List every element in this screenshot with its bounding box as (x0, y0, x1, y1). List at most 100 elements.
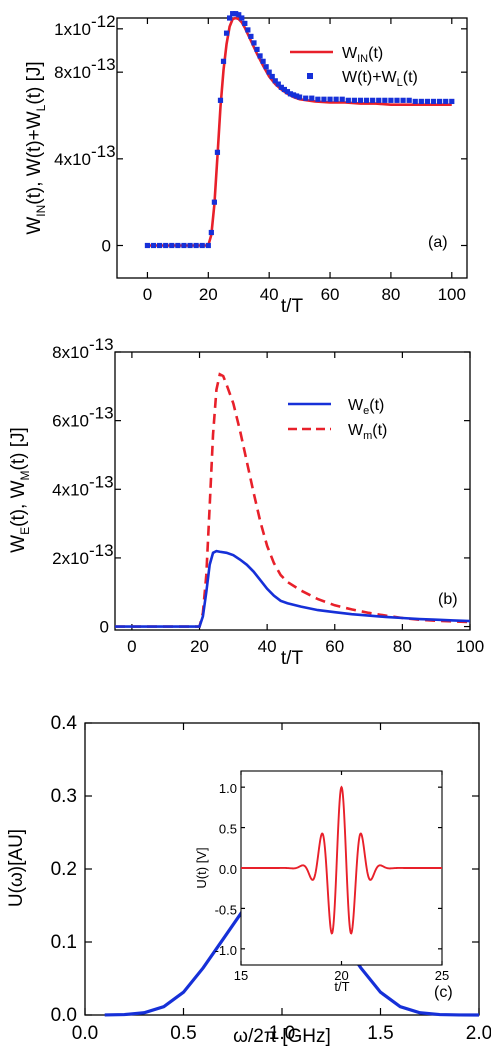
x-tick-label: 2.0 (466, 1023, 491, 1044)
y-tick-exponent: -13 (91, 142, 116, 161)
y-tick-label: 4x10 (52, 480, 89, 499)
data-point-w-sum (251, 40, 257, 46)
x-tick-label: 80 (393, 637, 412, 656)
data-point-w-sum (281, 86, 287, 93)
data-point-w-sum (290, 92, 297, 98)
data-point-w-sum (370, 97, 376, 103)
data-point-w-sum (394, 97, 400, 103)
data-point-w-sum (333, 96, 339, 102)
panel-b-ylabel: WE(t), WM(t) [J] (8, 427, 32, 553)
x-tick-label: 25 (435, 968, 449, 983)
data-point-w-sum (406, 97, 412, 103)
data-point-w-sum (297, 94, 303, 100)
data-point-w-sum (400, 97, 406, 103)
data-point-w-sum (266, 69, 272, 75)
y-tick-label: 0.2 (51, 859, 77, 880)
y-tick-label: -1.0 (215, 943, 237, 958)
x-tick-label: 0 (127, 637, 136, 656)
data-point-w-sum (233, 11, 239, 17)
data-point-w-sum (175, 242, 181, 249)
x-tick-label: 15 (234, 968, 248, 983)
data-point-w-sum (357, 97, 364, 103)
data-point-w-sum (254, 46, 260, 53)
data-point-w-sum (260, 58, 266, 64)
y-tick-label: -0.5 (215, 902, 237, 917)
y-tick-label: 8x10 (52, 343, 89, 362)
data-point-w-sum (284, 89, 291, 95)
legend-label-w-sum: W(t)+WL(t) (342, 69, 418, 89)
panel-c-inset: 15 20 25 -1.0 -0.5 0.0 0.5 1.0 t/T U(t) [V] (194, 770, 449, 994)
panel-a-xlabel: t/T (281, 296, 304, 317)
panel-a-marks (144, 11, 455, 249)
data-point-w-sum (339, 96, 345, 102)
x-tick-label: 100 (456, 637, 484, 656)
x-tick-label: 1.0 (269, 1023, 295, 1044)
data-point-w-sum (187, 242, 193, 249)
panel-c-label: (c) (434, 984, 453, 1001)
series-line-wm (115, 372, 471, 628)
panel-c-ticks: 0.0 0.5 1.0 1.5 2.0 0.0 0.1 0.2 0.3 0.4 (51, 713, 491, 1044)
legend-marker-w-sum (307, 73, 313, 79)
y-tick-label: 0 (100, 618, 109, 637)
x-tick-label: 60 (321, 285, 340, 304)
x-tick-label: 20 (190, 637, 209, 656)
data-point-w-sum (293, 93, 300, 99)
data-point-w-sum (449, 98, 455, 105)
panel-a-legend: WIN(t) W(t)+WL(t) (290, 45, 418, 89)
data-point-w-sum (163, 242, 169, 249)
data-point-w-sum (230, 11, 236, 17)
data-point-w-sum (382, 97, 388, 103)
data-point-w-sum (144, 242, 151, 249)
panel-c-xlabel: ω/2π [GHz] (233, 1026, 331, 1047)
data-point-w-sum (412, 98, 418, 105)
data-point-w-sum (363, 97, 370, 103)
panel-a-ylabel: WIN(t), W(t)+WL(t) [J] (24, 61, 48, 234)
y-tick-exponent: -13 (89, 404, 114, 423)
data-point-w-sum (211, 199, 217, 205)
x-tick-label: 0.0 (72, 1023, 98, 1044)
panel-c: 0.0 0.5 1.0 1.5 2.0 0.0 0.1 0.2 0.3 0.4 ω/2π [GHz… (6, 713, 491, 1047)
data-point-w-sum (388, 97, 394, 103)
data-point-w-sum (242, 20, 248, 27)
data-point-w-sum (272, 78, 278, 84)
y-tick-label: 0.3 (51, 786, 77, 807)
x-tick-label: 60 (325, 637, 344, 656)
inset-series-line (241, 785, 442, 935)
data-point-w-sum (263, 64, 269, 70)
data-point-w-sum (275, 81, 281, 87)
panel-b-xlabel: t/T (281, 648, 304, 669)
data-point-w-sum (227, 15, 233, 21)
data-point-w-sum (236, 12, 242, 18)
x-tick-label: 40 (260, 285, 279, 304)
data-point-w-sum (309, 95, 315, 101)
data-point-w-sum (205, 242, 211, 249)
x-tick-label: 80 (381, 285, 400, 304)
data-point-w-sum (245, 27, 251, 33)
panel-a-label: (a) (428, 234, 448, 251)
panel-b-plot-frame (114, 351, 471, 631)
data-point-w-sum (315, 96, 321, 102)
legend-label-we: We(t) (348, 397, 384, 417)
series-line-we (115, 549, 471, 628)
data-point-w-sum (327, 96, 333, 102)
data-point-w-sum (208, 229, 214, 236)
panel-a-plot-frame (116, 17, 468, 279)
y-tick-label: 0.1 (51, 932, 77, 953)
y-tick-label: 8x10 (54, 63, 91, 82)
y-tick-label: 0.4 (51, 713, 78, 734)
data-point-w-sum (443, 98, 449, 105)
inset-ticks: 15 20 25 -1.0 -0.5 0.0 0.5 1.0 (215, 771, 449, 983)
data-point-w-sum (239, 15, 245, 21)
y-tick-label: 0.0 (51, 1005, 77, 1026)
x-tick-label: 0.5 (170, 1023, 196, 1044)
data-point-w-sum (351, 97, 357, 103)
inset-xlabel: t/T (334, 979, 349, 994)
y-tick-exponent: -13 (91, 55, 116, 74)
legend-label-wm: Wm(t) (348, 422, 387, 442)
data-point-w-sum (287, 91, 294, 97)
legend-label-w-in: WIN(t) (342, 45, 383, 65)
